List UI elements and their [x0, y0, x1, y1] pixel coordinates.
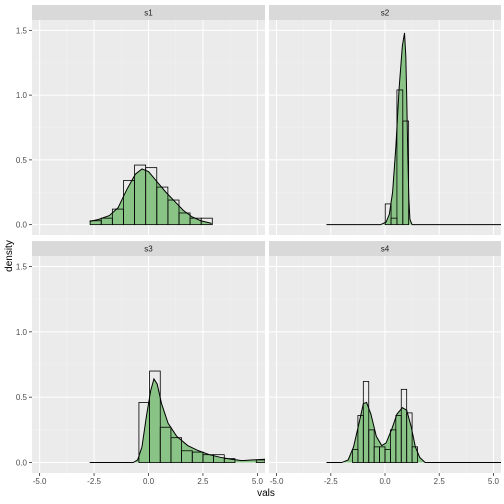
x-tick-label: 5.0 — [252, 477, 264, 486]
facet-panel-s2: s2 — [269, 5, 501, 235]
x-tick-label: 5.0 — [488, 477, 500, 486]
density-area — [89, 168, 212, 225]
histogram-bar — [406, 412, 413, 463]
x-tick-label: 2.5 — [434, 477, 446, 486]
panel-content — [89, 370, 265, 464]
density-line — [326, 32, 501, 226]
strip-label: s3 — [144, 245, 153, 254]
strip-bg — [32, 5, 265, 20]
histogram-bar — [411, 446, 418, 463]
strip-bg — [269, 5, 501, 20]
panel-content — [326, 32, 501, 226]
panels-layer: s1 0.0 0.5 1.0 1.5 s2 s3 0.0 0.5 1.0 1.5 -5.0 -2.5 0.… — [16, 5, 501, 486]
strip-label: s1 — [144, 9, 153, 18]
x-tick-label: -5.0 — [270, 477, 284, 486]
panel-content — [89, 164, 213, 226]
histogram-bar — [200, 217, 213, 226]
facet-panel-s1: s1 0.0 0.5 1.0 1.5 — [16, 5, 265, 235]
density-line — [326, 401, 501, 464]
x-tick-label: 2.5 — [197, 477, 209, 486]
density-line — [89, 377, 265, 464]
x-tick-label: -5.0 — [33, 477, 47, 486]
y-tick-label: 0.5 — [16, 156, 28, 165]
histogram-bar — [170, 437, 182, 463]
histogram-bar — [384, 203, 392, 226]
x-tick-label: -2.5 — [87, 477, 101, 486]
histogram-bar — [362, 381, 370, 463]
y-tick-label: 1.5 — [16, 262, 28, 271]
y-axis-title: density — [4, 240, 15, 272]
strip-label: s2 — [381, 9, 390, 18]
strip-bg — [32, 241, 265, 256]
facet-panel-s3: s3 0.0 0.5 1.0 1.5 -5.0 -2.5 0.0 2.5 5.0 — [16, 241, 265, 486]
x-axis-title: vals — [257, 488, 275, 499]
x-tick-label: 0.0 — [379, 477, 391, 486]
y-tick-label: 0.0 — [16, 459, 28, 468]
histogram-bar — [149, 370, 161, 463]
y-tick-label: 0.5 — [16, 393, 28, 402]
y-tick-label: 1.5 — [16, 26, 28, 35]
strip-label: s4 — [381, 245, 390, 254]
y-tick-label: 0.0 — [16, 221, 28, 230]
density-line — [89, 168, 212, 224]
strip-bg — [269, 241, 501, 256]
y-tick-label: 1.0 — [16, 328, 28, 337]
x-tick-label: 0.0 — [143, 477, 155, 486]
x-tick-label: -2.5 — [324, 477, 338, 486]
y-tick-label: 1.0 — [16, 91, 28, 100]
panel-content — [326, 381, 501, 464]
density-area — [89, 378, 265, 463]
density-area — [326, 402, 501, 463]
histogram-bar — [368, 429, 375, 463]
facet-panel-s4: s4 -5.0 -2.5 0.0 2.5 5.0 — [269, 241, 501, 486]
